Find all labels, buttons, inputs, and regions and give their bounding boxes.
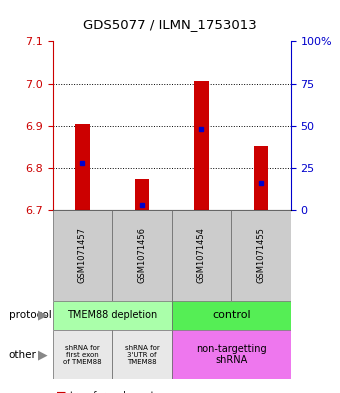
Bar: [194, 81, 209, 210]
Text: non-targetting
shRNA: non-targetting shRNA: [196, 344, 267, 365]
Bar: [53, 330, 112, 379]
Bar: [135, 178, 149, 210]
Text: protocol: protocol: [8, 310, 51, 320]
Bar: [53, 301, 172, 330]
Bar: [172, 301, 291, 330]
Text: shRNA for
first exon
of TMEM88: shRNA for first exon of TMEM88: [63, 345, 102, 365]
Bar: [112, 210, 172, 301]
Text: GDS5077 / ILMN_1753013: GDS5077 / ILMN_1753013: [83, 18, 257, 31]
Text: TMEM88 depletion: TMEM88 depletion: [67, 310, 157, 320]
Text: GSM1071454: GSM1071454: [197, 228, 206, 283]
Bar: [172, 210, 231, 301]
Bar: [112, 330, 172, 379]
Text: GSM1071455: GSM1071455: [256, 228, 266, 283]
Bar: [75, 124, 90, 210]
Text: GSM1071457: GSM1071457: [78, 228, 87, 283]
Text: control: control: [212, 310, 251, 320]
Text: other: other: [8, 350, 36, 360]
Bar: [254, 146, 268, 210]
Text: transformed count: transformed count: [70, 391, 154, 393]
Bar: [172, 330, 291, 379]
Text: ▶: ▶: [38, 309, 47, 322]
Text: ▶: ▶: [38, 348, 47, 361]
Bar: [231, 210, 291, 301]
Text: GSM1071456: GSM1071456: [137, 228, 147, 283]
Text: shRNA for
3'UTR of
TMEM88: shRNA for 3'UTR of TMEM88: [124, 345, 159, 365]
Text: ■: ■: [56, 391, 67, 393]
Bar: [53, 210, 112, 301]
